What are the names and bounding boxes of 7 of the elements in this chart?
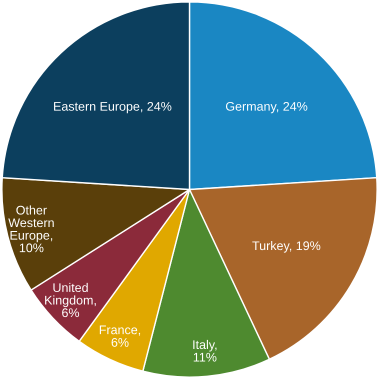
slice-label: Turkey, 19% [252,240,320,253]
slice-label: Other Western Europe, 10% [8,205,54,252]
slice-label: Germany, 24% [226,102,308,114]
slice-label: Italy, 11% [193,340,216,362]
slice-label: United Kingdom, 6% [45,282,96,318]
slice-label: France, 6% [100,326,140,347]
slice-label: Eastern Europe, 24% [54,102,172,114]
